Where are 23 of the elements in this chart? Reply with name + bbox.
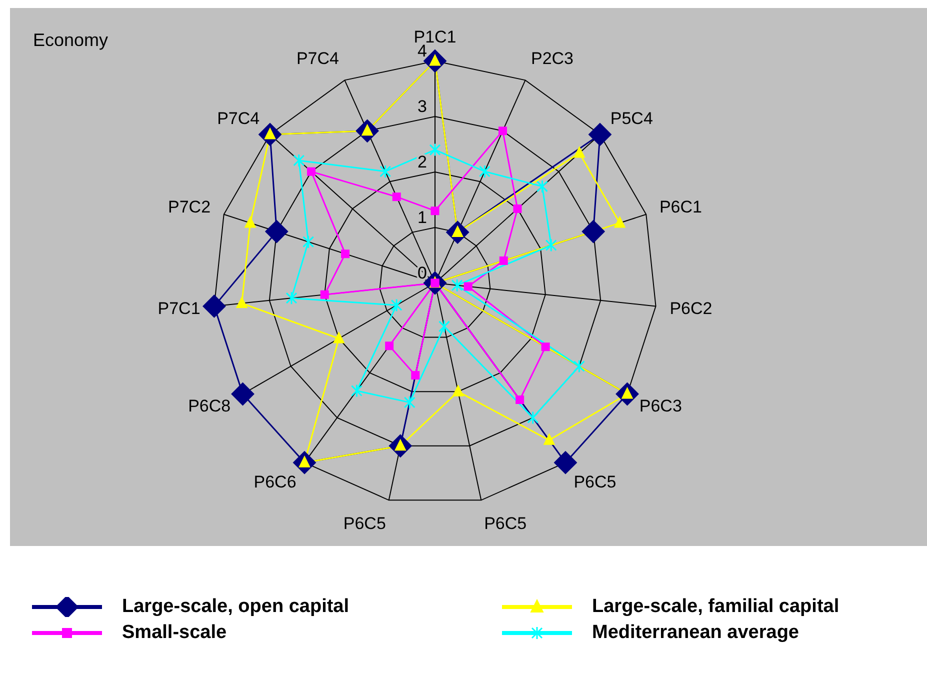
legend-label: Large-scale, familial capital	[592, 596, 840, 618]
spoke-label: P7C4	[217, 108, 260, 128]
spoke-label: P6C6	[254, 472, 296, 492]
y-tick-label: 4	[418, 42, 427, 60]
spoke-label: P7C4	[296, 48, 340, 68]
spoke-label: P7C1	[158, 299, 200, 318]
spoke-label: P6C2	[670, 299, 712, 318]
y-tick-label: 2	[418, 152, 427, 172]
spoke-label: P7C2	[168, 197, 211, 216]
y-tick-label: 3	[418, 97, 427, 116]
legend-label: Small-scale	[122, 622, 227, 644]
spoke-label: P6C5	[343, 514, 386, 534]
legend-label: Mediterranean average	[592, 622, 799, 644]
y-tick-label: 1	[418, 208, 427, 227]
spoke-label: P6C8	[188, 396, 231, 416]
spoke-label: P6C5	[574, 472, 616, 492]
spoke-label: P2C3	[530, 48, 574, 68]
legend-label: Large-scale, open capital	[122, 596, 350, 618]
chart-title: Economy	[33, 30, 108, 51]
spoke-label: P5C4	[610, 108, 653, 128]
spoke-label: P6C5	[484, 514, 527, 534]
spoke-label: P6C1	[659, 197, 702, 216]
spoke-label: P6C3	[639, 396, 682, 416]
